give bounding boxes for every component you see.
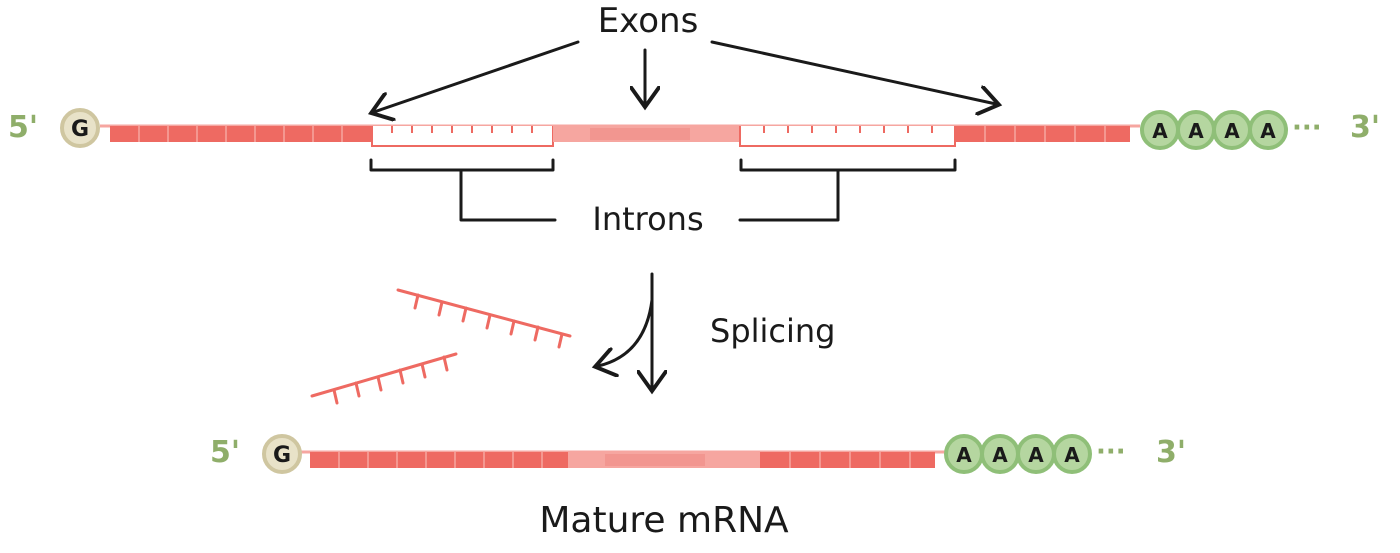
mature-poly-a-tail: A A A A xyxy=(944,434,1092,474)
mature-five-prime-label: 5' xyxy=(210,435,240,470)
mature-exon-1 xyxy=(310,452,568,468)
exons-label: Exons xyxy=(598,1,699,41)
pre-poly-a-3: A xyxy=(1224,119,1240,143)
pre-intron-2 xyxy=(739,126,956,147)
pre-five-prime-label: 5' xyxy=(8,110,38,145)
pre-cap-letter: G xyxy=(71,117,89,142)
pre-exon-2 xyxy=(553,126,740,142)
exon-arrow-right xyxy=(710,40,996,104)
mature-cap-letter: G xyxy=(273,443,291,468)
pre-intron-1 xyxy=(371,126,554,147)
pre-exon-3 xyxy=(955,126,1130,142)
splicing-label: Splicing xyxy=(710,312,835,350)
mature-exon-2 xyxy=(568,452,760,468)
mature-exon-3 xyxy=(760,452,935,468)
mature-poly-a-4: A xyxy=(1064,443,1080,467)
excised-intron-2 xyxy=(310,352,458,405)
mature-mrna-label: Mature mRNA xyxy=(539,500,789,541)
exon-arrow-left xyxy=(374,40,580,112)
mature-five-prime-cap: G xyxy=(262,434,302,474)
pre-poly-a-tail: A A A A xyxy=(1140,110,1288,150)
pre-mrna-strand: 5' G xyxy=(8,108,1380,150)
pre-five-prime-cap: G xyxy=(60,108,100,148)
pre-poly-a-1: A xyxy=(1152,119,1168,143)
pre-tail-dots: ··· xyxy=(1292,113,1322,143)
mature-three-prime-label: 3' xyxy=(1156,435,1186,470)
pre-three-prime-label: 3' xyxy=(1350,110,1380,145)
mature-poly-a-2: A xyxy=(992,443,1008,467)
intron-bracket-right xyxy=(738,158,957,222)
introns-label: Introns xyxy=(592,200,703,238)
mature-mrna-strand: 5' G A A A A ··· 3' xyxy=(210,434,1186,474)
mature-poly-a-3: A xyxy=(1028,443,1044,467)
excised-intron-1 xyxy=(396,288,572,349)
pre-exon-1 xyxy=(110,126,372,142)
intron-bracket-left xyxy=(369,158,557,222)
pre-poly-a-2: A xyxy=(1188,119,1204,143)
pre-poly-a-4: A xyxy=(1260,119,1276,143)
mature-poly-a-1: A xyxy=(956,443,972,467)
excised-curve-arrow xyxy=(598,298,654,366)
mature-tail-dots: ··· xyxy=(1096,437,1126,467)
